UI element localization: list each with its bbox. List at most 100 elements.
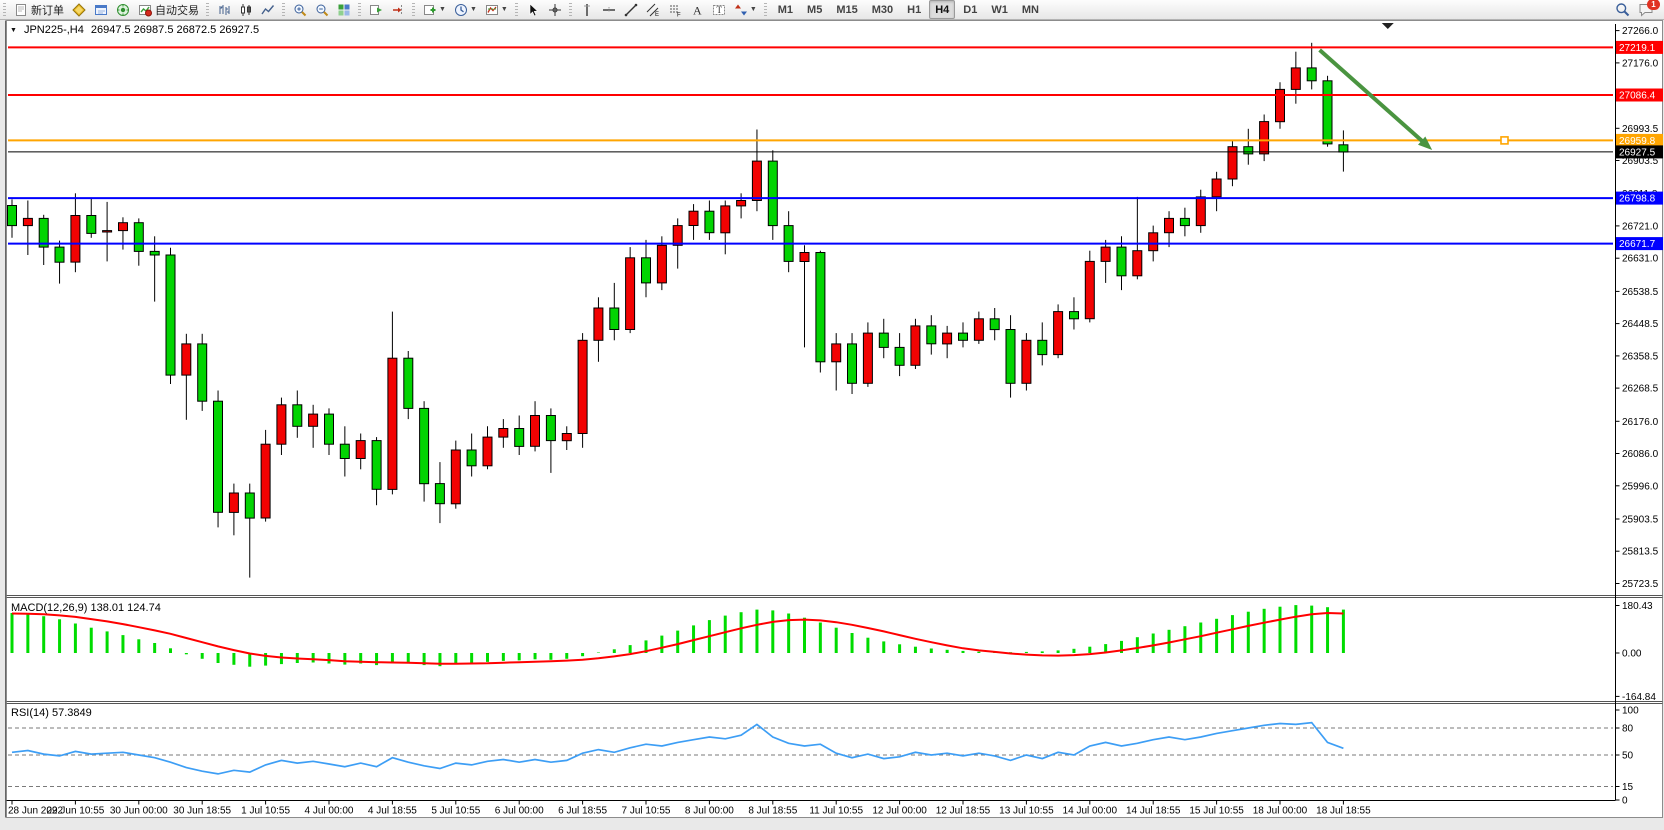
candle bbox=[260, 443, 271, 519]
timeframe-m30-button[interactable]: M30 bbox=[871, 3, 894, 16]
candle bbox=[894, 346, 905, 366]
chevron-down-icon[interactable]: ▼ bbox=[439, 6, 446, 13]
candle bbox=[751, 160, 762, 202]
crosshair-button[interactable] bbox=[545, 0, 565, 19]
price-badge bbox=[1616, 88, 1663, 102]
svg-text:100: 100 bbox=[1622, 706, 1639, 717]
chart-shift-button[interactable] bbox=[388, 0, 408, 19]
candle bbox=[102, 230, 113, 233]
svg-text:18 Jul 18:55: 18 Jul 18:55 bbox=[1316, 806, 1371, 817]
candle bbox=[7, 205, 17, 227]
templates-button[interactable]: ▼ bbox=[482, 0, 511, 19]
equidistant-channel-button[interactable]: E bbox=[643, 0, 663, 19]
candle bbox=[213, 400, 223, 513]
svg-text:4 Jul 00:00: 4 Jul 00:00 bbox=[305, 806, 354, 817]
trend-arrow[interactable] bbox=[1318, 48, 1433, 150]
line-chart-button[interactable] bbox=[258, 0, 278, 19]
fibonacci-button[interactable]: F bbox=[665, 0, 685, 19]
zoom-in-button[interactable] bbox=[290, 0, 310, 19]
candle bbox=[656, 244, 667, 284]
main-toolbar: 新订单 自动交易 ▼ ▼ ▼ E F A T ▼ M1 M5 M15 M30 H1 H4 D1 W1 MN 1 bbox=[0, 0, 1664, 20]
zoom-out-button[interactable] bbox=[312, 0, 332, 19]
candle bbox=[1053, 311, 1064, 356]
timeframe-w1-button[interactable]: W1 bbox=[991, 3, 1008, 16]
candle bbox=[1275, 88, 1285, 123]
chevron-down-icon[interactable]: ▼ bbox=[500, 6, 508, 13]
data-window-icon bbox=[94, 3, 108, 17]
timeframe-h4-button[interactable]: H4 bbox=[929, 0, 956, 19]
candle bbox=[403, 357, 414, 409]
chevron-down-icon[interactable]: ▼ bbox=[749, 6, 757, 13]
market-watch-icon bbox=[72, 2, 86, 17]
chat-button[interactable]: 1 bbox=[1635, 0, 1660, 19]
macd-indicator-label: MACD(12,26,9) 138.01 124.74 bbox=[11, 602, 161, 614]
data-window-button[interactable] bbox=[91, 0, 111, 19]
candle bbox=[292, 404, 303, 427]
candle bbox=[387, 357, 398, 490]
svg-text:50: 50 bbox=[1622, 751, 1634, 762]
svg-text:26268.5: 26268.5 bbox=[1622, 384, 1659, 395]
svg-text:6 Jul 00:00: 6 Jul 00:00 bbox=[495, 806, 544, 817]
candle bbox=[38, 217, 49, 248]
candle bbox=[910, 325, 921, 366]
auto-scroll-button[interactable] bbox=[366, 0, 386, 19]
price-chart[interactable]: 27266.027176.026993.526903.526811.826721… bbox=[0, 19, 1664, 830]
chevron-down-icon[interactable]: ▼ bbox=[10, 26, 17, 34]
candlestick-chart-icon bbox=[239, 3, 253, 17]
new-order-button[interactable]: 新订单 bbox=[11, 0, 67, 19]
tile-windows-button[interactable] bbox=[334, 0, 354, 19]
candlestick-chart-button[interactable] bbox=[236, 0, 256, 19]
timeframe-m5-button[interactable]: M5 bbox=[807, 3, 823, 16]
rsi-indicator-label: RSI(14) 57.3849 bbox=[11, 707, 92, 719]
svg-text:A: A bbox=[693, 3, 702, 17]
candle bbox=[815, 252, 826, 363]
cursor-button[interactable] bbox=[523, 0, 543, 19]
candle bbox=[1227, 146, 1238, 180]
candle bbox=[118, 222, 128, 232]
timeframe-h1-button[interactable]: H1 bbox=[907, 3, 922, 16]
bar-chart-button[interactable] bbox=[214, 0, 234, 19]
candle bbox=[958, 332, 968, 341]
indicators-button[interactable]: ▼ bbox=[420, 0, 449, 19]
horizontal-line-icon bbox=[602, 3, 616, 17]
svg-text:6 Jul 18:55: 6 Jul 18:55 bbox=[558, 806, 607, 817]
periods-button[interactable]: ▼ bbox=[451, 0, 480, 19]
line-drag-handle bbox=[1500, 136, 1509, 145]
candle bbox=[847, 343, 857, 384]
navigator-button[interactable] bbox=[113, 0, 133, 19]
svg-text:26631.0: 26631.0 bbox=[1622, 254, 1659, 265]
search-button[interactable] bbox=[1612, 0, 1633, 19]
price-badge bbox=[1616, 40, 1663, 54]
svg-text:14 Jul 00:00: 14 Jul 00:00 bbox=[1063, 806, 1118, 817]
chart-window[interactable]: 27266.027176.026993.526903.526811.826721… bbox=[0, 19, 1664, 830]
candle bbox=[1100, 246, 1111, 262]
templates-icon bbox=[485, 3, 499, 17]
svg-text:8 Jul 18:55: 8 Jul 18:55 bbox=[748, 806, 797, 817]
market-watch-button[interactable] bbox=[69, 0, 89, 19]
rsi-line bbox=[11, 721, 1344, 775]
autotrading-button[interactable]: 自动交易 bbox=[135, 0, 202, 19]
chart-symbol-period: JPN225-,H4 bbox=[23, 24, 84, 36]
vertical-line-button[interactable] bbox=[577, 0, 597, 19]
arrows-button[interactable]: ▼ bbox=[731, 0, 760, 19]
candle bbox=[244, 492, 255, 519]
trend-line-icon bbox=[624, 3, 638, 17]
timeframe-d1-button[interactable]: D1 bbox=[963, 3, 978, 16]
toolbar-right-icons: 1 bbox=[1611, 0, 1660, 19]
timeframe-mn-button[interactable]: MN bbox=[1021, 3, 1039, 16]
price-badge bbox=[1616, 133, 1663, 147]
candle bbox=[70, 215, 81, 263]
hline-26959.8[interactable] bbox=[8, 136, 1613, 145]
svg-text:5 Jul 10:55: 5 Jul 10:55 bbox=[431, 806, 480, 817]
horizontal-line-button[interactable] bbox=[599, 0, 619, 19]
trend-line-button[interactable] bbox=[621, 0, 641, 19]
timeframe-m1-button[interactable]: M1 bbox=[777, 3, 794, 16]
text-label-button[interactable]: T bbox=[709, 0, 729, 19]
chevron-down-icon[interactable]: ▼ bbox=[469, 6, 477, 13]
candle bbox=[482, 436, 493, 467]
autotrading-icon bbox=[138, 3, 152, 17]
timeframe-m15-button[interactable]: M15 bbox=[836, 3, 858, 16]
chart-shift-marker[interactable] bbox=[1381, 23, 1394, 29]
text-button[interactable]: A bbox=[687, 0, 707, 19]
